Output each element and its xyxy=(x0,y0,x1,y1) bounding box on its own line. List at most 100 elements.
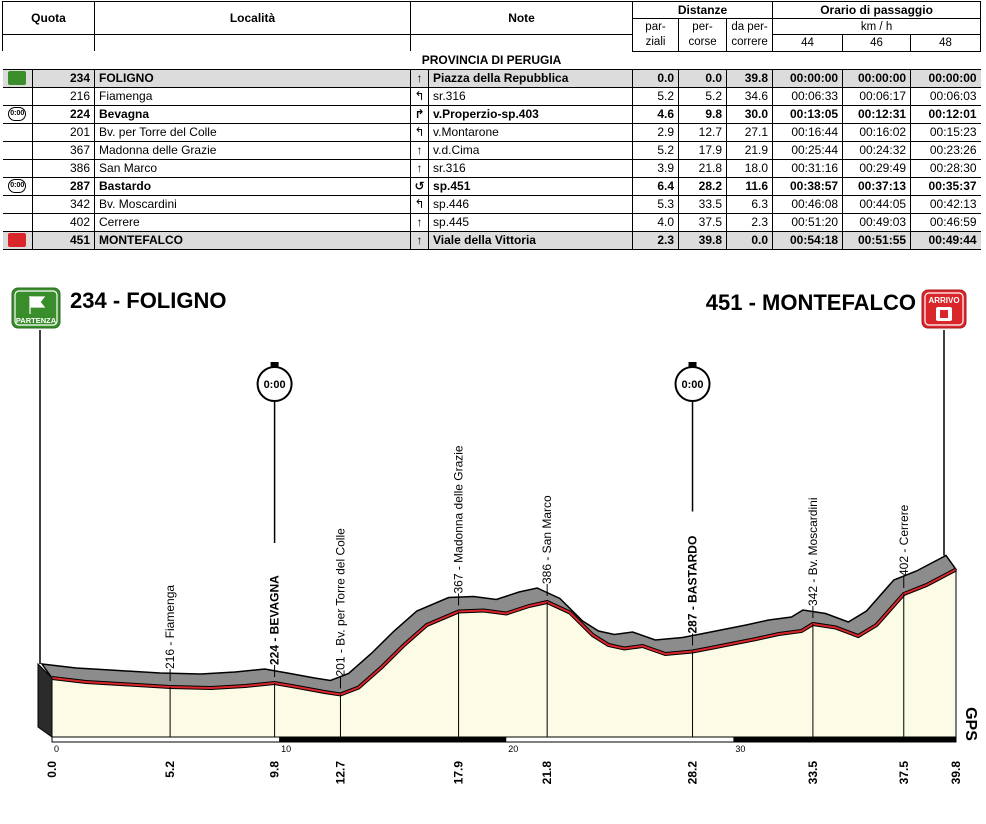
table-row: 451 MONTEFALCO ↑ Viale della Vittoria 2.3 39.… xyxy=(2,231,981,249)
row-direction-icon: ↰ xyxy=(410,195,429,213)
row-quota: 367 xyxy=(31,141,95,159)
row-parziali: 0.0 xyxy=(632,69,679,87)
km-scale-segment xyxy=(733,737,956,742)
row-time-46: 00:00:00 xyxy=(842,69,911,87)
table-row: 386 San Marco ↑ sr.316 3.9 21.8 18.0 00:31:16 00… xyxy=(2,159,981,177)
row-time-46: 00:44:05 xyxy=(842,195,911,213)
row-localita: San Marco xyxy=(94,159,411,177)
table-row: 0:00 224 Bevagna ↱ v.Properzio-sp.403 4.6 9.8 3… xyxy=(2,105,981,123)
clock-icon: 0:00 xyxy=(3,177,33,195)
row-time-46: 00:37:13 xyxy=(842,177,911,195)
header-speed-48: 48 xyxy=(910,34,982,52)
row-percorse: 39.8 xyxy=(678,231,727,249)
row-da-percorrere: 11.6 xyxy=(726,177,773,195)
row-localita: Bevagna xyxy=(94,105,411,123)
row-quota: 201 xyxy=(31,123,95,141)
km-bottom-label: 37.5 xyxy=(897,761,911,785)
header-kmh: km / h xyxy=(772,18,982,35)
elevation-profile: PARTENZA 234 - FOLIGNO ARRIVO 451 - MONT… xyxy=(11,287,979,785)
row-time-44: 00:06:33 xyxy=(772,87,843,105)
finish-title: 451 - MONTEFALCO xyxy=(706,290,916,315)
row-localita: Fiamenga xyxy=(94,87,411,105)
row-quota: 451 xyxy=(31,231,95,249)
row-time-44: 00:25:44 xyxy=(772,141,843,159)
row-direction-icon: ↑ xyxy=(410,69,429,87)
finish-badge-label: ARRIVO xyxy=(928,296,959,305)
header-quota: Quota xyxy=(1,1,96,35)
row-direction-icon: ↺ xyxy=(410,177,429,195)
start-icon xyxy=(8,71,27,86)
km-bottom-label: 12.7 xyxy=(333,761,347,785)
row-percorse: 17.9 xyxy=(678,141,727,159)
row-direction-icon: ↑ xyxy=(410,141,429,159)
row-percorse: 37.5 xyxy=(678,213,727,231)
row-localita: Bv. Moscardini xyxy=(94,195,411,213)
row-da-percorrere: 2.3 xyxy=(726,213,773,231)
row-time-48: 00:06:03 xyxy=(910,87,981,105)
km-bottom-label: 21.8 xyxy=(540,761,554,785)
clock-icon: 0:00 xyxy=(3,105,33,123)
km-tick-label: 0 xyxy=(54,744,59,754)
point-label: 402 - Cerrere xyxy=(897,504,911,576)
row-note: sp.445 xyxy=(428,213,633,231)
km-bottom-label: 17.9 xyxy=(452,761,466,785)
row-da-percorrere: 39.8 xyxy=(726,69,773,87)
km-tick-label: 20 xyxy=(508,744,518,754)
row-da-percorrere: 34.6 xyxy=(726,87,773,105)
header-distanze: Distanze xyxy=(632,1,774,19)
point-label: 386 - San Marco xyxy=(540,495,554,584)
row-localita: Cerrere xyxy=(94,213,411,231)
row-percorse: 12.7 xyxy=(678,123,727,141)
row-time-44: 00:16:44 xyxy=(772,123,843,141)
row-time-48: 00:42:13 xyxy=(910,195,981,213)
row-quota: 287 xyxy=(31,177,95,195)
stopwatch-crown-icon xyxy=(688,362,697,367)
row-note: Piazza della Repubblica xyxy=(428,69,633,87)
table-row: 0:00 287 Bastardo ↺ sp.451 6.4 28.2 11.6 00:38:5… xyxy=(2,177,981,195)
row-da-percorrere: 6.3 xyxy=(726,195,773,213)
km-tick-label: 30 xyxy=(735,744,745,754)
point-label: 367 - Madonna delle Grazie xyxy=(452,445,466,593)
row-icon-empty xyxy=(3,195,33,213)
row-icon-empty xyxy=(3,159,33,177)
row-percorse: 0.0 xyxy=(678,69,727,87)
row-time-44: 00:31:16 xyxy=(772,159,843,177)
row-quota: 342 xyxy=(31,195,95,213)
row-quota: 216 xyxy=(31,87,95,105)
row-parziali: 4.0 xyxy=(632,213,679,231)
row-parziali: 2.3 xyxy=(632,231,679,249)
start-badge-frame xyxy=(14,290,58,326)
province-label: PROVINCIA DI PERUGIA xyxy=(421,52,562,67)
point-label: 342 - Bv. Moscardini xyxy=(806,498,820,607)
row-icon-empty xyxy=(3,141,33,159)
finish-badge-frame xyxy=(924,292,964,326)
start-flag-icon xyxy=(29,296,46,314)
row-percorse: 9.8 xyxy=(678,105,727,123)
row-percorse: 21.8 xyxy=(678,159,727,177)
header-spacer-3 xyxy=(410,34,633,51)
row-time-48: 00:00:00 xyxy=(910,69,981,87)
row-parziali: 5.2 xyxy=(632,87,679,105)
header-spacer xyxy=(1,34,95,51)
finish-gate-inner xyxy=(940,310,948,318)
header-speed-46: 46 xyxy=(842,34,912,52)
start-badge-icon xyxy=(11,287,61,329)
table-row: 402 Cerrere ↑ sp.445 4.0 37.5 2.3 00:51:20 00:49… xyxy=(2,213,981,231)
row-icon-empty xyxy=(3,123,33,141)
profile-road-line xyxy=(51,568,957,696)
point-label: 216 - Fiamenga xyxy=(163,585,177,669)
km-bottom-label: 28.2 xyxy=(686,761,700,785)
row-note: v.Properzio-sp.403 xyxy=(428,105,633,123)
row-direction-icon: ↰ xyxy=(410,87,429,105)
row-localita: Bastardo xyxy=(94,177,411,195)
row-note: sr.316 xyxy=(428,159,633,177)
row-note: v.d.Cima xyxy=(428,141,633,159)
table-row: 342 Bv. Moscardini ↰ sp.446 5.3 33.5 6.3 00:46:… xyxy=(2,195,981,213)
row-time-48: 00:28:30 xyxy=(910,159,981,177)
row-percorse: 33.5 xyxy=(678,195,727,213)
route-table: Quota Località Note Distanze Orario di p… xyxy=(1,1,982,250)
start-icon xyxy=(2,69,33,87)
row-localita: FOLIGNO xyxy=(94,69,411,87)
profile-area xyxy=(52,569,956,737)
finish-icon xyxy=(8,233,27,248)
